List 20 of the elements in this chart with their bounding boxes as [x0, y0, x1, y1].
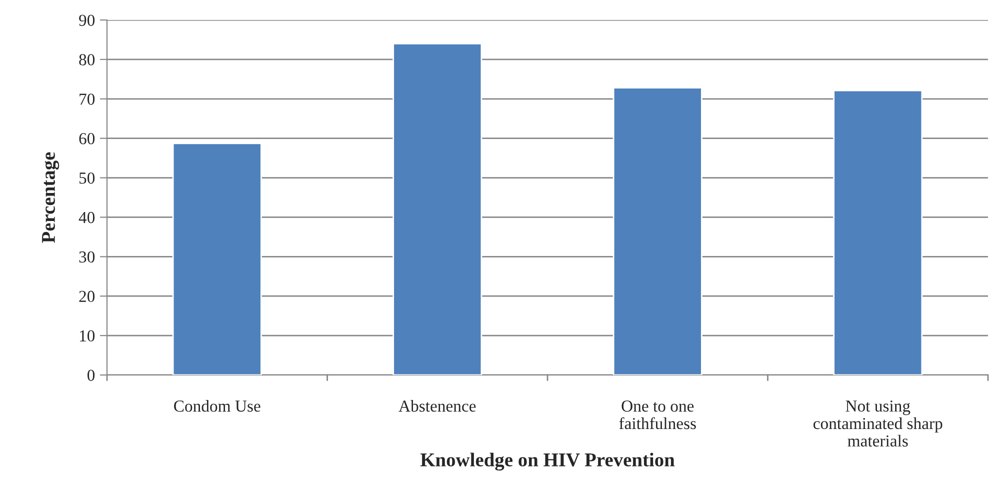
y-tick-label: 20	[79, 290, 95, 302]
bar	[392, 42, 482, 375]
y-tick-label: 70	[80, 94, 95, 105]
y-axis-title: Percentage	[42, 152, 60, 243]
x-tick-label: One to one faithfulness	[619, 400, 696, 430]
bar	[833, 90, 923, 375]
y-tick-label: 60	[79, 133, 95, 144]
y-tick-label: 0	[87, 370, 95, 381]
y-tick-label: 90	[79, 14, 95, 26]
y-tick-label: 30	[79, 251, 95, 263]
y-tick-label: 50	[79, 172, 95, 184]
y-tick-label: 40	[78, 212, 95, 224]
x-tick-label: Condom Use	[174, 400, 260, 412]
x-axis-title: Knowledge on HIV Prevention	[420, 452, 675, 471]
y-tick-label: 80	[79, 54, 95, 66]
bar	[612, 87, 702, 375]
x-tick-label: Abstenence	[398, 400, 476, 412]
x-tick-label: Not using contaminated sharp materials	[813, 400, 942, 447]
y-tick-label: 10	[80, 330, 95, 342]
bar	[172, 142, 262, 375]
